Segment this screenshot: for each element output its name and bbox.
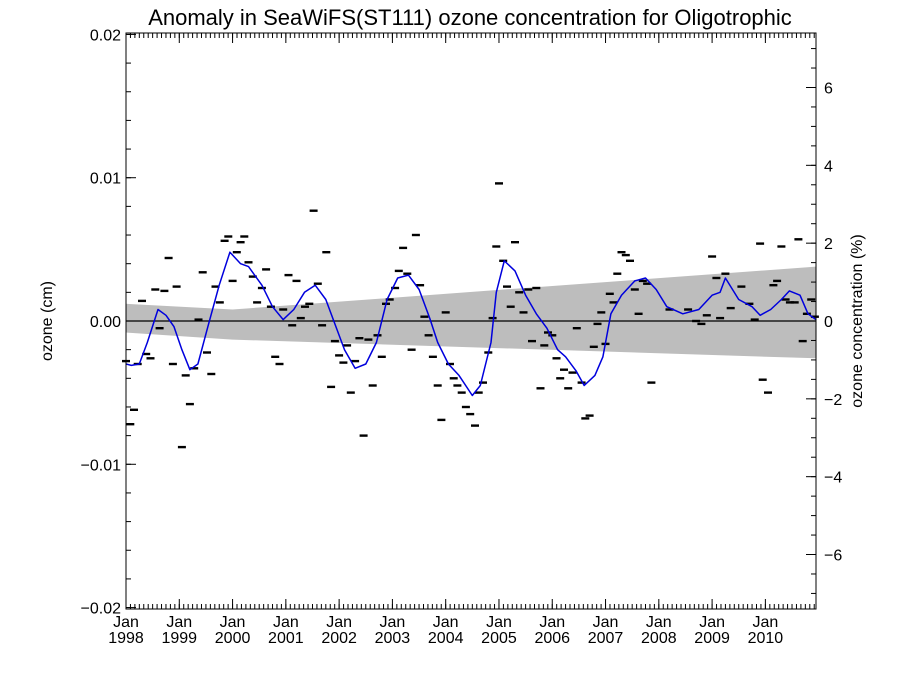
- trend-confidence-band: [126, 266, 816, 359]
- x-tick-year: 2004: [428, 630, 464, 647]
- axes-layer: 0.020.010.00−0.01−0.026420−2−4−6Jan1998J…: [81, 27, 843, 647]
- y-tick-label: −0.02: [81, 601, 122, 618]
- x-tick-year: 2001: [268, 630, 304, 647]
- y2-tick-label: −6: [824, 548, 842, 565]
- x-tick-month: Jan: [380, 614, 406, 631]
- x-tick-month: Jan: [433, 614, 459, 631]
- smoothed-anomaly-line: [125, 251, 817, 397]
- y-tick-label: −0.01: [81, 457, 122, 474]
- chart-title: Anomaly in SeaWiFS(ST111) ozone concentr…: [148, 5, 792, 30]
- x-tick-month: Jan: [699, 614, 725, 631]
- x-tick-year: 2009: [694, 630, 730, 647]
- y2-tick-label: −4: [824, 470, 842, 487]
- x-tick-month: Jan: [539, 614, 565, 631]
- x-tick-year: 1998: [108, 630, 144, 647]
- x-tick-year: 2000: [215, 630, 251, 647]
- x-tick-month: Jan: [166, 614, 192, 631]
- x-tick-month: Jan: [593, 614, 619, 631]
- x-tick-year: 2010: [748, 630, 784, 647]
- x-tick-year: 2005: [481, 630, 517, 647]
- x-tick-month: Jan: [273, 614, 299, 631]
- x-tick-year: 2007: [588, 630, 624, 647]
- x-tick-year: 2003: [375, 630, 411, 647]
- x-tick-month: Jan: [486, 614, 512, 631]
- x-tick-year: 2006: [534, 630, 570, 647]
- trend-band-layer: [126, 266, 816, 359]
- y-tick-label: 0.01: [90, 171, 121, 188]
- x-tick-month: Jan: [220, 614, 246, 631]
- x-tick-month: Jan: [326, 614, 352, 631]
- x-tick-year: 2002: [321, 630, 357, 647]
- y2-tick-label: −2: [824, 392, 842, 409]
- y2-axis-label: ozone concentration (%): [849, 234, 866, 407]
- smoothed-line-layer: [125, 251, 817, 397]
- y2-tick-label: 6: [824, 80, 833, 97]
- x-tick-month: Jan: [113, 614, 139, 631]
- x-tick-year: 2008: [641, 630, 677, 647]
- y-tick-label: 0.02: [90, 27, 121, 44]
- y2-tick-label: 0: [824, 314, 833, 331]
- x-tick-year: 1999: [161, 630, 197, 647]
- x-tick-month: Jan: [752, 614, 778, 631]
- y-tick-label: 0.00: [90, 314, 121, 331]
- y-axis-label: ozone (cm): [39, 281, 56, 361]
- y2-tick-label: 4: [824, 158, 833, 175]
- x-tick-month: Jan: [646, 614, 672, 631]
- monthly-points-layer: [122, 182, 819, 449]
- y2-tick-label: 2: [824, 236, 833, 253]
